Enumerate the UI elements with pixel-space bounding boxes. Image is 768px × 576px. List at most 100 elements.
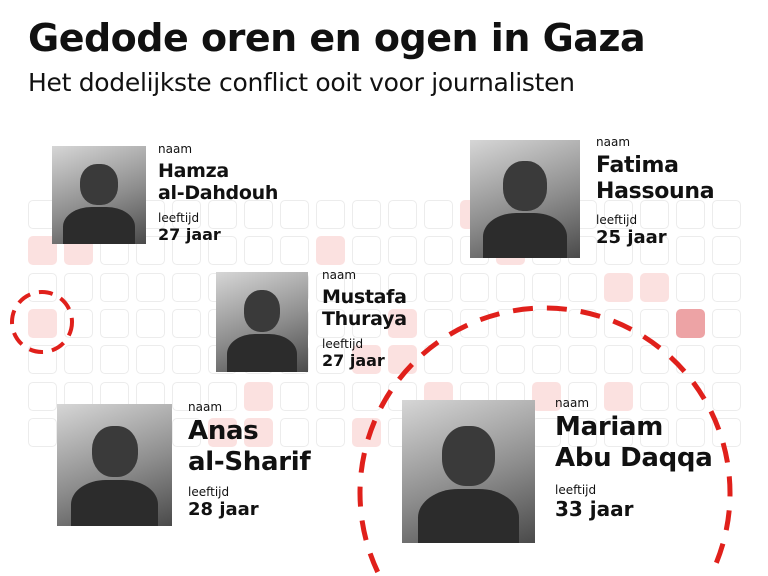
name-first: Anas (188, 416, 259, 446)
grid-cell (712, 345, 741, 375)
grid-cell (712, 200, 741, 229)
grid-cell (496, 345, 525, 375)
age-label: leeftijd (596, 212, 638, 227)
grid-cell (316, 272, 345, 302)
card-hamza: naam Hamza al-Dahdouh leeftijd 27 jaar (158, 142, 278, 244)
grid-cell (712, 381, 741, 411)
grid-cell (172, 200, 201, 229)
name-label: naam (555, 396, 590, 410)
photo-mustafa (216, 272, 308, 372)
grid-cell (676, 200, 705, 229)
grid-cell (28, 381, 57, 411)
photo-anas (57, 404, 172, 526)
grid-cell (640, 308, 669, 338)
page-title: Gedode oren en ogen in Gaza (28, 16, 646, 60)
grid-cell (352, 236, 381, 266)
grid-cell (208, 381, 237, 411)
grid-cell (208, 236, 237, 266)
grid-cell (208, 200, 237, 229)
grid-cell (712, 236, 741, 266)
photo-fatima (470, 140, 580, 258)
grid-cell (388, 236, 417, 266)
grid-cell-highlighted (676, 308, 705, 338)
name-first: Hamza (158, 160, 229, 182)
grid-cell (136, 345, 165, 375)
age-label: leeftijd (158, 210, 200, 225)
grid-cell (604, 200, 633, 229)
large-dashed-circle (357, 305, 733, 574)
name-label: naam (596, 135, 631, 149)
name-label: naam (158, 142, 193, 156)
grid-cell (604, 345, 633, 375)
grid-cell (712, 308, 741, 338)
photo-mariam (402, 400, 535, 543)
grid-cell (496, 308, 525, 338)
grid-cell (676, 417, 705, 447)
grid-cell (136, 236, 165, 266)
grid-cell (172, 381, 201, 411)
grid-cell (64, 345, 93, 375)
card-mustafa: naam Mustafa Thuraya leeftijd 27 jaar (322, 268, 407, 370)
grid-cell (100, 308, 129, 338)
grid-cell (568, 345, 597, 375)
age-value: 27 jaar (322, 350, 385, 370)
grid-cell (424, 236, 453, 266)
grid-cell-highlighted (244, 381, 273, 411)
card-fatima: naam Fatima Hassouna leeftijd 25 jaar (596, 135, 715, 248)
grid-cell-highlighted (604, 381, 633, 411)
grid-cell-highlighted (316, 236, 345, 266)
grid-cell (604, 236, 633, 266)
grid-cell (280, 381, 309, 411)
grid-cell (460, 345, 489, 375)
name-last: al-Sharif (188, 446, 311, 477)
grid-cell (316, 381, 345, 411)
grid-cell (280, 417, 309, 447)
grid-cell-highlighted (604, 272, 633, 302)
age-value: 28 jaar (188, 499, 259, 521)
name-last: al-Dahdouh (158, 182, 279, 205)
grid-cell (532, 308, 561, 338)
card-anas: naam Anas al-Sharif leeftijd 28 jaar (188, 400, 311, 521)
grid-cell (604, 417, 633, 447)
grid-cell (388, 200, 417, 229)
grid-cell-highlighted (532, 381, 561, 411)
grid-cell (352, 200, 381, 229)
grid-cell (568, 272, 597, 302)
grid-cell (532, 345, 561, 375)
grid-cell (244, 236, 273, 266)
grid-cell (568, 381, 597, 411)
grid-cell (388, 272, 417, 302)
grid-cell (568, 417, 597, 447)
grid-cell (172, 272, 201, 302)
page-subtitle: Het dodelijkste conflict ooit voor journ… (28, 68, 575, 97)
grid-cell (352, 272, 381, 302)
grid-cell-highlighted (28, 308, 57, 338)
grid-cell (172, 345, 201, 375)
grid-cell (136, 272, 165, 302)
grid-cell-highlighted (244, 417, 273, 447)
grid-cell-highlighted (352, 345, 381, 375)
grid-cell (172, 308, 201, 338)
grid-cell (460, 308, 489, 338)
grid-cell (316, 345, 345, 375)
grid-cell (460, 272, 489, 302)
name-first: Fatima (596, 153, 679, 178)
name-first: Mustafa (322, 286, 407, 308)
grid-cell (640, 417, 669, 447)
age-value: 25 jaar (596, 226, 667, 248)
grid-cell (532, 272, 561, 302)
grid-cell (712, 272, 741, 302)
age-label: leeftijd (188, 485, 230, 500)
grid-cell (316, 200, 345, 229)
grid-cell (244, 200, 273, 229)
grid-cell (676, 236, 705, 266)
age-value: 27 jaar (158, 224, 221, 244)
grid-cell (172, 236, 201, 266)
age-label: leeftijd (555, 483, 597, 498)
grid-cell (424, 308, 453, 338)
grid-cell (352, 308, 381, 338)
grid-cell (280, 236, 309, 266)
grid-cell (100, 272, 129, 302)
name-last: Hassouna (596, 178, 715, 204)
